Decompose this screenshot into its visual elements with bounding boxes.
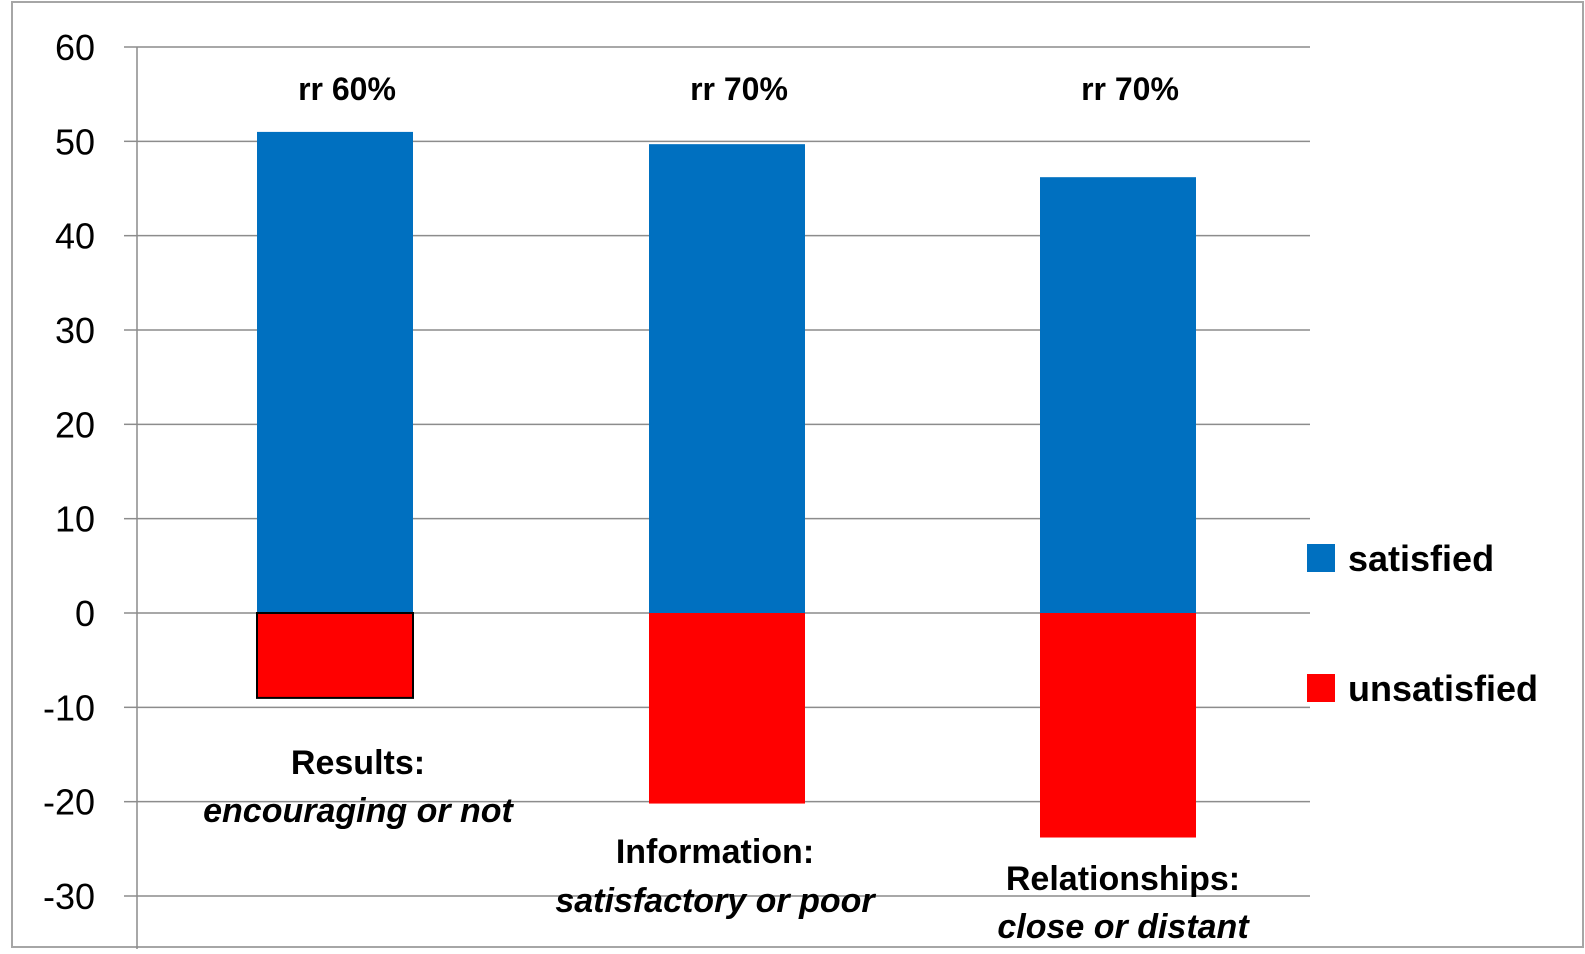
y-tick-label: -10 xyxy=(43,687,95,728)
bar-unsatisfied-1 xyxy=(256,612,414,699)
category-subtitle: satisfactory or poor xyxy=(555,882,876,920)
chart-border xyxy=(11,1,1584,948)
legend-swatch-satisfied xyxy=(1307,544,1335,572)
bar-satisfied-1 xyxy=(257,131,413,613)
category-title: Information: xyxy=(616,833,814,871)
category-title: Relationships: xyxy=(1006,860,1240,898)
y-tick-label: 50 xyxy=(55,121,95,162)
y-tick-label: 60 xyxy=(55,27,95,68)
category-labels: Results: encouraging or not Information: sa… xyxy=(203,744,1250,946)
legend-swatch-unsatisfied xyxy=(1307,674,1335,702)
bars xyxy=(256,131,1196,838)
rr-annotations: rr 60% rr 70% rr 70% xyxy=(298,71,1179,107)
y-tick-label: 30 xyxy=(55,310,95,351)
y-tick-label: 40 xyxy=(55,216,95,257)
bar-satisfied-3 xyxy=(1040,177,1196,613)
bar-satisfied-2 xyxy=(649,144,805,613)
category-subtitle: encouraging or not xyxy=(203,792,514,830)
legend-label-unsatisfied: unsatisfied xyxy=(1348,668,1538,709)
legend: satisfied unsatisfied xyxy=(1307,538,1538,709)
y-tick-label: 10 xyxy=(55,499,95,540)
y-tick-label: 0 xyxy=(75,593,95,634)
y-tick-label: -30 xyxy=(43,876,95,917)
category-subtitle: close or distant xyxy=(997,908,1250,946)
y-axis: 60 50 40 30 20 10 0 -10 -20 -30 xyxy=(43,27,138,949)
category-title: Results: xyxy=(291,744,425,782)
y-tick-label: -20 xyxy=(43,782,95,823)
bar-unsatisfied-2 xyxy=(649,613,805,804)
y-tick-label: 20 xyxy=(55,404,95,445)
rr-annotation: rr 70% xyxy=(690,71,788,107)
rr-annotation: rr 60% xyxy=(298,71,396,107)
legend-label-satisfied: satisfied xyxy=(1348,538,1494,579)
rr-annotation: rr 70% xyxy=(1081,71,1179,107)
bar-unsatisfied-3 xyxy=(1040,613,1196,838)
